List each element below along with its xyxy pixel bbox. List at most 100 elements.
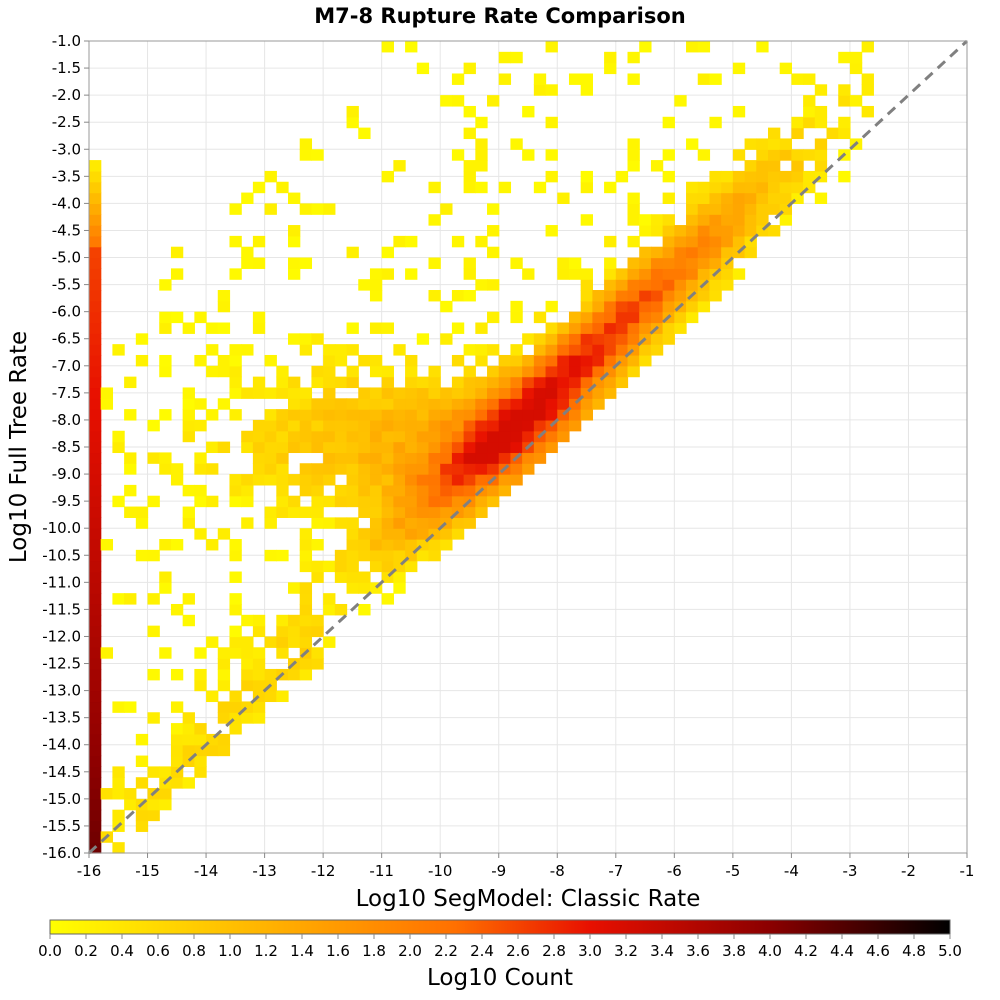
heatmap-cell <box>217 647 231 659</box>
heatmap-cell <box>299 257 313 269</box>
heatmap-cell <box>252 376 266 389</box>
y-tick-label: -5.0 <box>52 249 81 267</box>
heatmap-cell <box>229 203 242 215</box>
chart-title: M7-8 Rupture Rate Comparison <box>314 4 686 28</box>
heatmap-cell <box>463 517 476 529</box>
heatmap-cell <box>650 344 664 356</box>
heatmap-cell <box>662 235 675 248</box>
heatmap-cell <box>650 225 664 237</box>
heatmap-cell <box>358 474 371 486</box>
heatmap-cell <box>861 73 874 85</box>
heatmap-cell <box>393 517 406 529</box>
y-tick-label: -11.5 <box>42 600 81 618</box>
heatmap-cell <box>89 571 102 583</box>
heatmap-cell <box>206 344 219 356</box>
heatmap-cell <box>405 549 418 562</box>
heatmap-cell <box>89 387 102 399</box>
heatmap-cell <box>276 181 289 194</box>
heatmap-cell <box>311 409 324 421</box>
heatmap-cell <box>358 549 371 562</box>
heatmap-cell <box>615 279 629 291</box>
heatmap-cell <box>217 733 231 746</box>
heatmap-cell <box>112 495 125 508</box>
heatmap-cell <box>194 354 207 367</box>
heatmap-cell <box>89 755 102 767</box>
heatmap-cell <box>89 484 102 497</box>
heatmap-cell <box>346 484 359 497</box>
heatmap-cell <box>721 268 734 280</box>
heatmap-cell <box>381 376 394 389</box>
heatmap-cell <box>604 268 617 280</box>
heatmap-cell <box>241 246 254 259</box>
heatmap-cell <box>89 517 102 529</box>
heatmap-cell <box>568 344 582 356</box>
heatmap-cell <box>487 419 500 432</box>
heatmap-cell <box>264 419 277 432</box>
heatmap-cell <box>264 463 277 475</box>
heatmap-cell <box>346 582 359 594</box>
heatmap-cell <box>428 528 441 540</box>
heatmap-cell <box>686 279 699 291</box>
heatmap-cell <box>369 549 383 562</box>
heatmap-cell <box>849 51 863 64</box>
heatmap-cell <box>393 419 406 432</box>
heatmap-cell <box>159 798 172 811</box>
heatmap-cell <box>838 95 851 107</box>
heatmap-cell <box>124 452 137 464</box>
heatmap-cell <box>170 733 184 746</box>
heatmap-cell <box>416 484 430 497</box>
heatmap-cell <box>451 495 465 508</box>
heatmap-cell <box>487 441 500 454</box>
heatmap-cell <box>170 701 184 713</box>
y-tick-label: -13.0 <box>42 682 81 700</box>
heatmap-cell <box>545 41 558 53</box>
heatmap-cell <box>194 733 207 746</box>
heatmap-cell <box>557 257 570 269</box>
heatmap-cell <box>217 744 231 757</box>
heatmap-cell <box>767 170 781 183</box>
heatmap-cell <box>615 268 629 280</box>
heatmap-cell <box>170 723 184 735</box>
heatmap-cell <box>358 279 371 291</box>
heatmap-cell <box>381 419 394 432</box>
heatmap-cell <box>288 636 301 648</box>
heatmap-cell <box>194 679 207 692</box>
heatmap-cell <box>639 279 652 291</box>
colorbar-tick-label: 2.2 <box>434 942 458 960</box>
heatmap-cell <box>510 463 523 475</box>
heatmap-cell <box>229 474 242 486</box>
heatmap-cell <box>346 539 359 551</box>
heatmap-cell <box>545 322 558 334</box>
heatmap-cell <box>288 441 301 454</box>
heatmap-cell <box>416 333 430 345</box>
heatmap-cell <box>311 560 324 573</box>
heatmap-cell <box>299 387 313 399</box>
heatmap-cell <box>580 290 593 302</box>
y-tick-label: -12.0 <box>42 627 81 645</box>
heatmap-cell <box>744 170 757 183</box>
heatmap-cell <box>405 354 418 367</box>
heatmap-cell <box>241 701 254 713</box>
heatmap-cell <box>451 528 465 540</box>
heatmap-cell <box>89 235 102 248</box>
heatmap-cell <box>674 311 687 324</box>
heatmap-cell <box>557 430 570 443</box>
x-axis-ticks: -16 -15 -14 -13 -12 -11 -10 -9 -8 -7 -6 -5 -4 -3 -2 -1 <box>77 853 974 880</box>
heatmap-cell <box>89 409 102 421</box>
heatmap-cell <box>580 387 593 399</box>
heatmap-cell <box>744 138 757 150</box>
heatmap-cell <box>428 484 441 497</box>
heatmap-cell <box>346 441 359 454</box>
heatmap-cell <box>697 203 711 215</box>
heatmap-cell <box>182 419 195 432</box>
heatmap-cell <box>721 214 734 226</box>
heatmap-cell <box>522 452 535 464</box>
heatmap-cell <box>744 203 757 215</box>
heatmap-cell <box>206 495 219 508</box>
heatmap-cell <box>416 474 430 486</box>
heatmap-cell <box>381 170 394 183</box>
heatmap-cell <box>217 365 231 378</box>
heatmap-cell <box>487 398 500 410</box>
heatmap-cell <box>346 495 359 508</box>
heatmap-cell <box>405 365 418 378</box>
